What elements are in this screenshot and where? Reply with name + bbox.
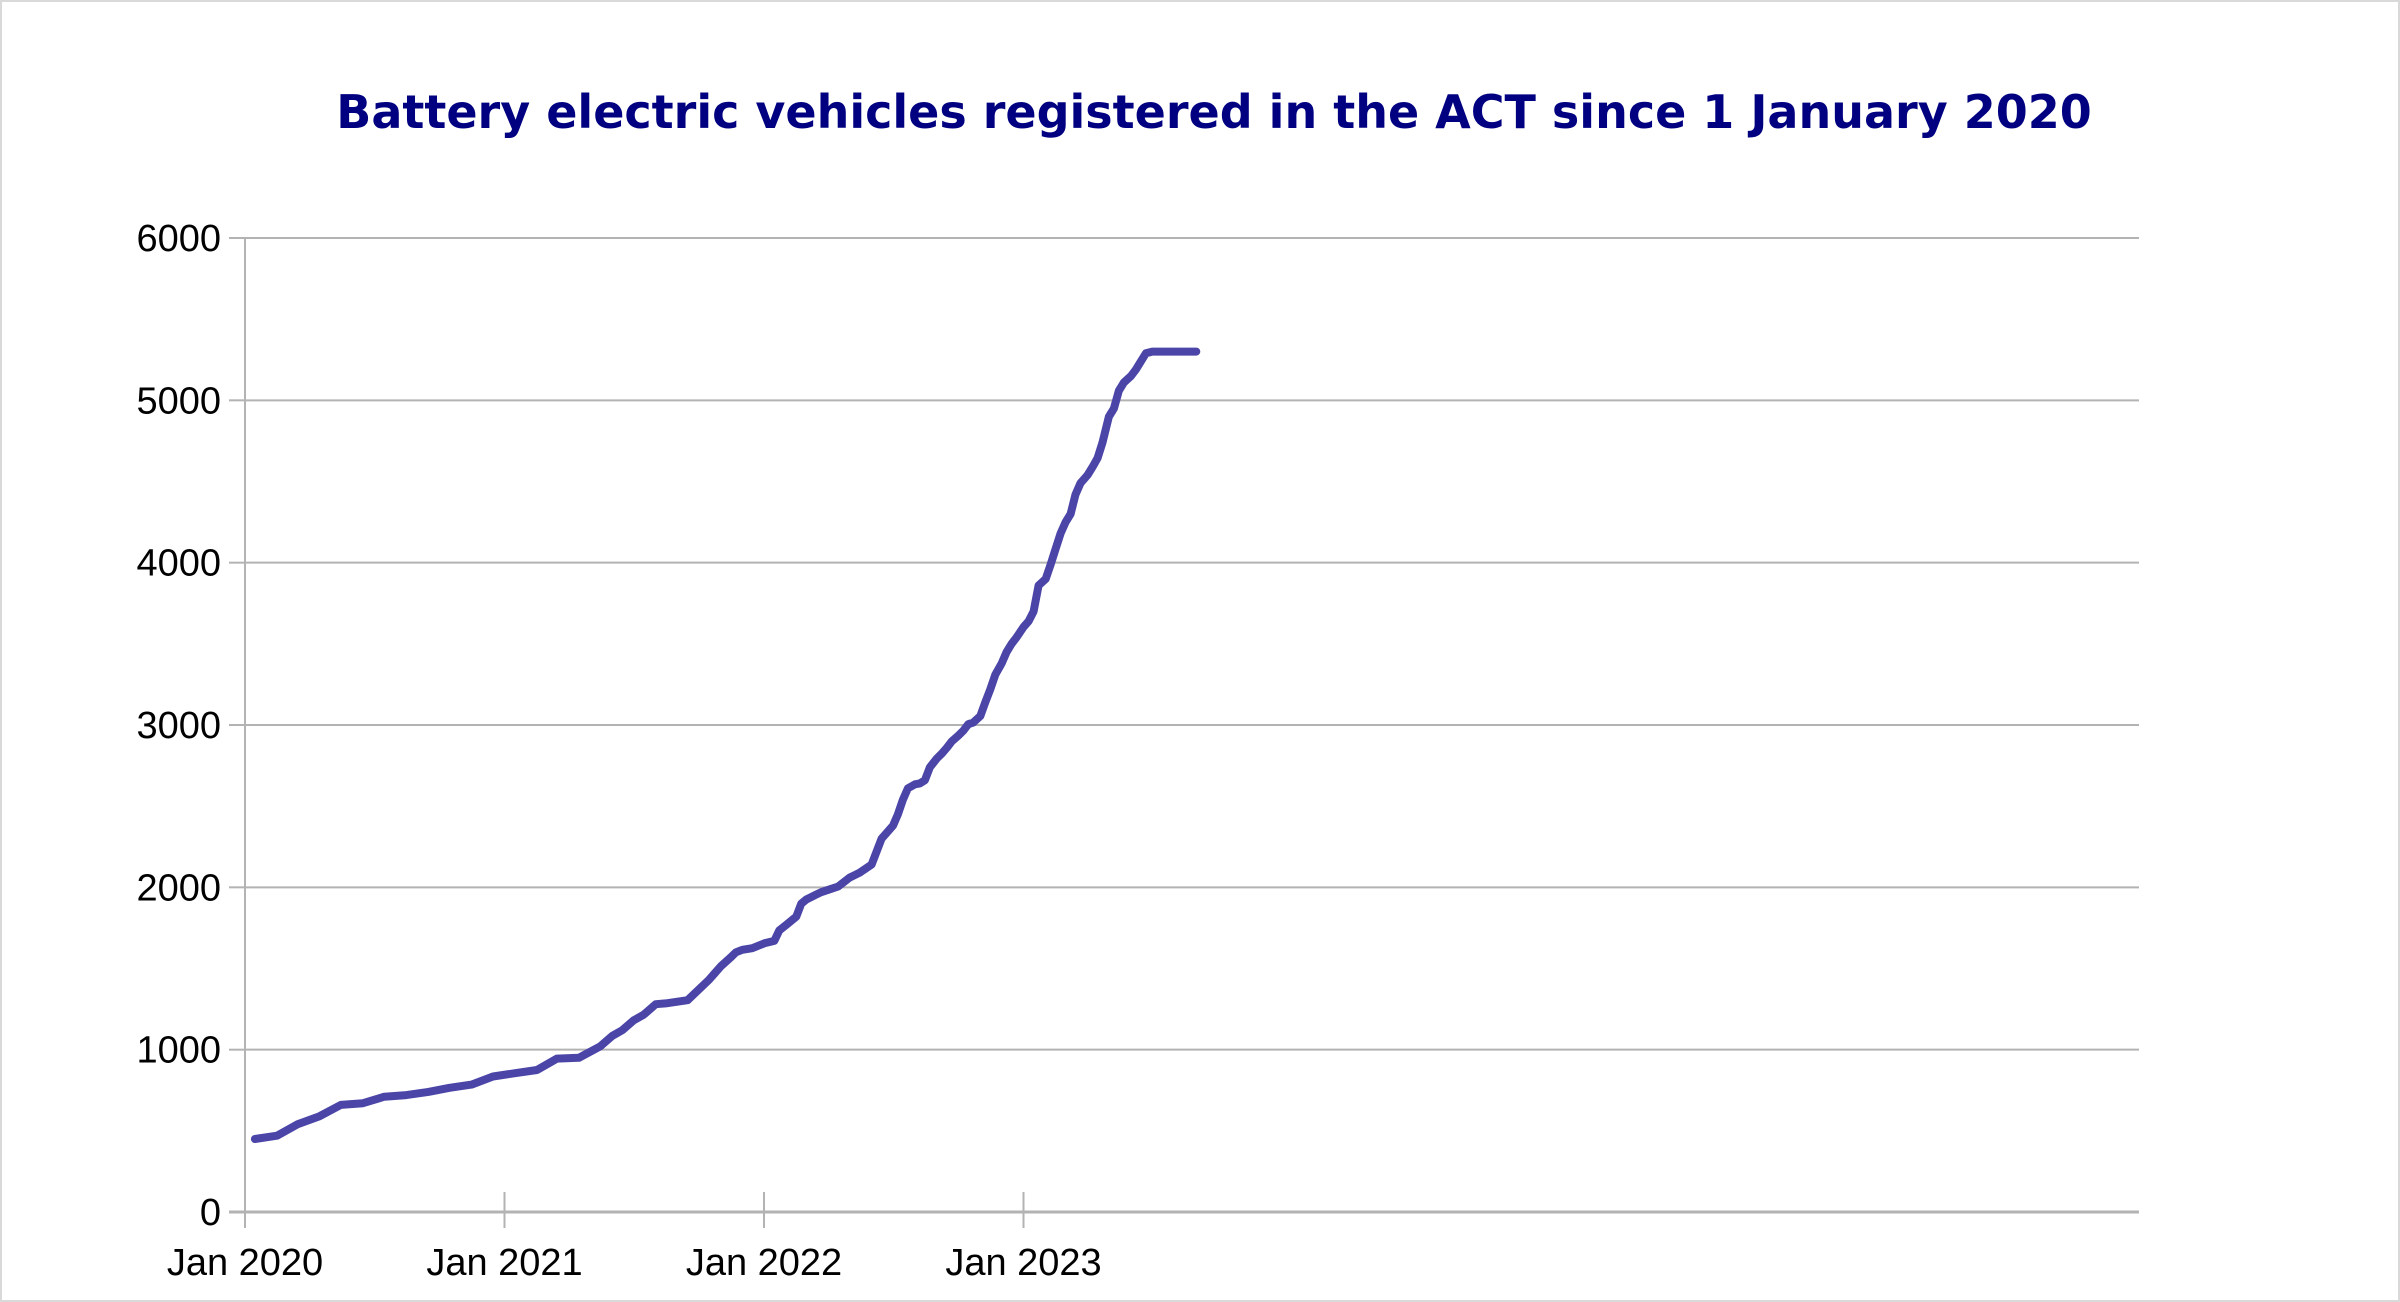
x-tick-label: Jan 2021 (426, 1242, 582, 1284)
series-line (250, 347, 1201, 1143)
x-tick-label: Jan 2022 (686, 1242, 842, 1284)
x-tick-label: Jan 2020 (167, 1242, 323, 1284)
y-tick-label: 0 (200, 1192, 221, 1234)
axes (229, 237, 2139, 1228)
y-tick-label: 3000 (136, 705, 221, 747)
y-tick-label: 6000 (136, 218, 221, 260)
x-tick-labels: Jan 2020 Jan 2021 Jan 2022 Jan 2023 (167, 1242, 1102, 1284)
x-tick-label: Jan 2023 (945, 1242, 1101, 1284)
gridlines (245, 237, 2139, 1051)
y-tick-label: 5000 (136, 380, 221, 422)
y-tick-label: 4000 (136, 543, 221, 585)
y-tick-label: 1000 (136, 1030, 221, 1072)
y-tick-label: 2000 (136, 867, 221, 909)
chart-title: Battery electric vehicles registered in … (336, 85, 2091, 139)
y-tick-labels: 0 1000 2000 3000 4000 5000 6000 (136, 218, 221, 1234)
